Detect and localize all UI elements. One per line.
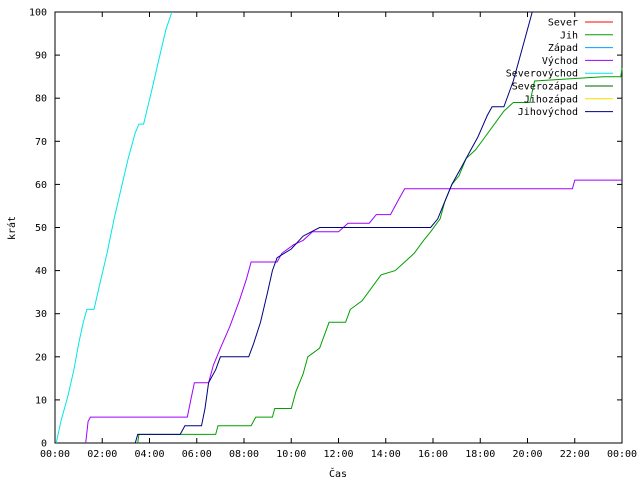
x-tick-label: 16:00: [418, 449, 448, 460]
x-tick-label: 14:00: [371, 449, 401, 460]
x-tick-label: 04:00: [134, 449, 164, 460]
x-tick-label: 02:00: [87, 449, 117, 460]
series-line-jihovýchod: [134, 11, 533, 444]
y-tick-label: 50: [35, 223, 47, 234]
legend: SeverJihZápadVýchodSeverovýchodSeverozáp…: [506, 18, 613, 118]
x-tick-label: 12:00: [323, 449, 353, 460]
legend-label: Východ: [542, 55, 578, 67]
legend-label: Severovýchod: [506, 68, 578, 80]
legend-label: Jihozápad: [524, 93, 578, 105]
legend-label: Jih: [560, 30, 578, 41]
y-axis-label: krát: [6, 216, 18, 240]
series-line-východ: [85, 179, 622, 444]
x-tick-label: 20:00: [512, 449, 542, 460]
y-tick-label: 10: [35, 395, 47, 406]
y-tick-label: 80: [35, 94, 47, 105]
series-line-jih: [137, 67, 623, 444]
y-tick-label: 90: [35, 51, 47, 62]
x-tick-label: 22:00: [560, 449, 590, 460]
x-tick-label: 18:00: [465, 449, 495, 460]
x-tick-label: 00:00: [40, 449, 70, 460]
y-tick-label: 30: [35, 309, 47, 320]
legend-label: Jihovýchod: [518, 106, 578, 118]
y-tick-label: 40: [35, 266, 47, 277]
x-axis-ticks: 00:00 02:00 04:00 06:00 08:00 10:00 12:00 14:00…: [40, 12, 637, 460]
x-tick-label: 08:00: [229, 449, 259, 460]
legend-label: Západ: [548, 42, 578, 54]
series-lines: [55, 11, 623, 444]
legend-label: Sever: [548, 18, 578, 29]
y-tick-label: 60: [35, 180, 47, 191]
x-tick-label: 10:00: [276, 449, 306, 460]
y-tick-label: 100: [29, 8, 47, 19]
y-tick-label: 20: [35, 352, 47, 363]
y-tick-label: 70: [35, 137, 47, 148]
series-line-severovýchod: [55, 11, 173, 444]
x-axis-label: Čas: [329, 467, 347, 480]
x-tick-label: 06:00: [182, 449, 212, 460]
y-axis-ticks: 0 10 20 30 40 50 60 70 80 90 100: [29, 8, 622, 450]
legend-label: Severozápad: [512, 81, 578, 93]
y-tick-label: 0: [41, 439, 47, 450]
x-tick-label: 00:00: [607, 449, 637, 460]
